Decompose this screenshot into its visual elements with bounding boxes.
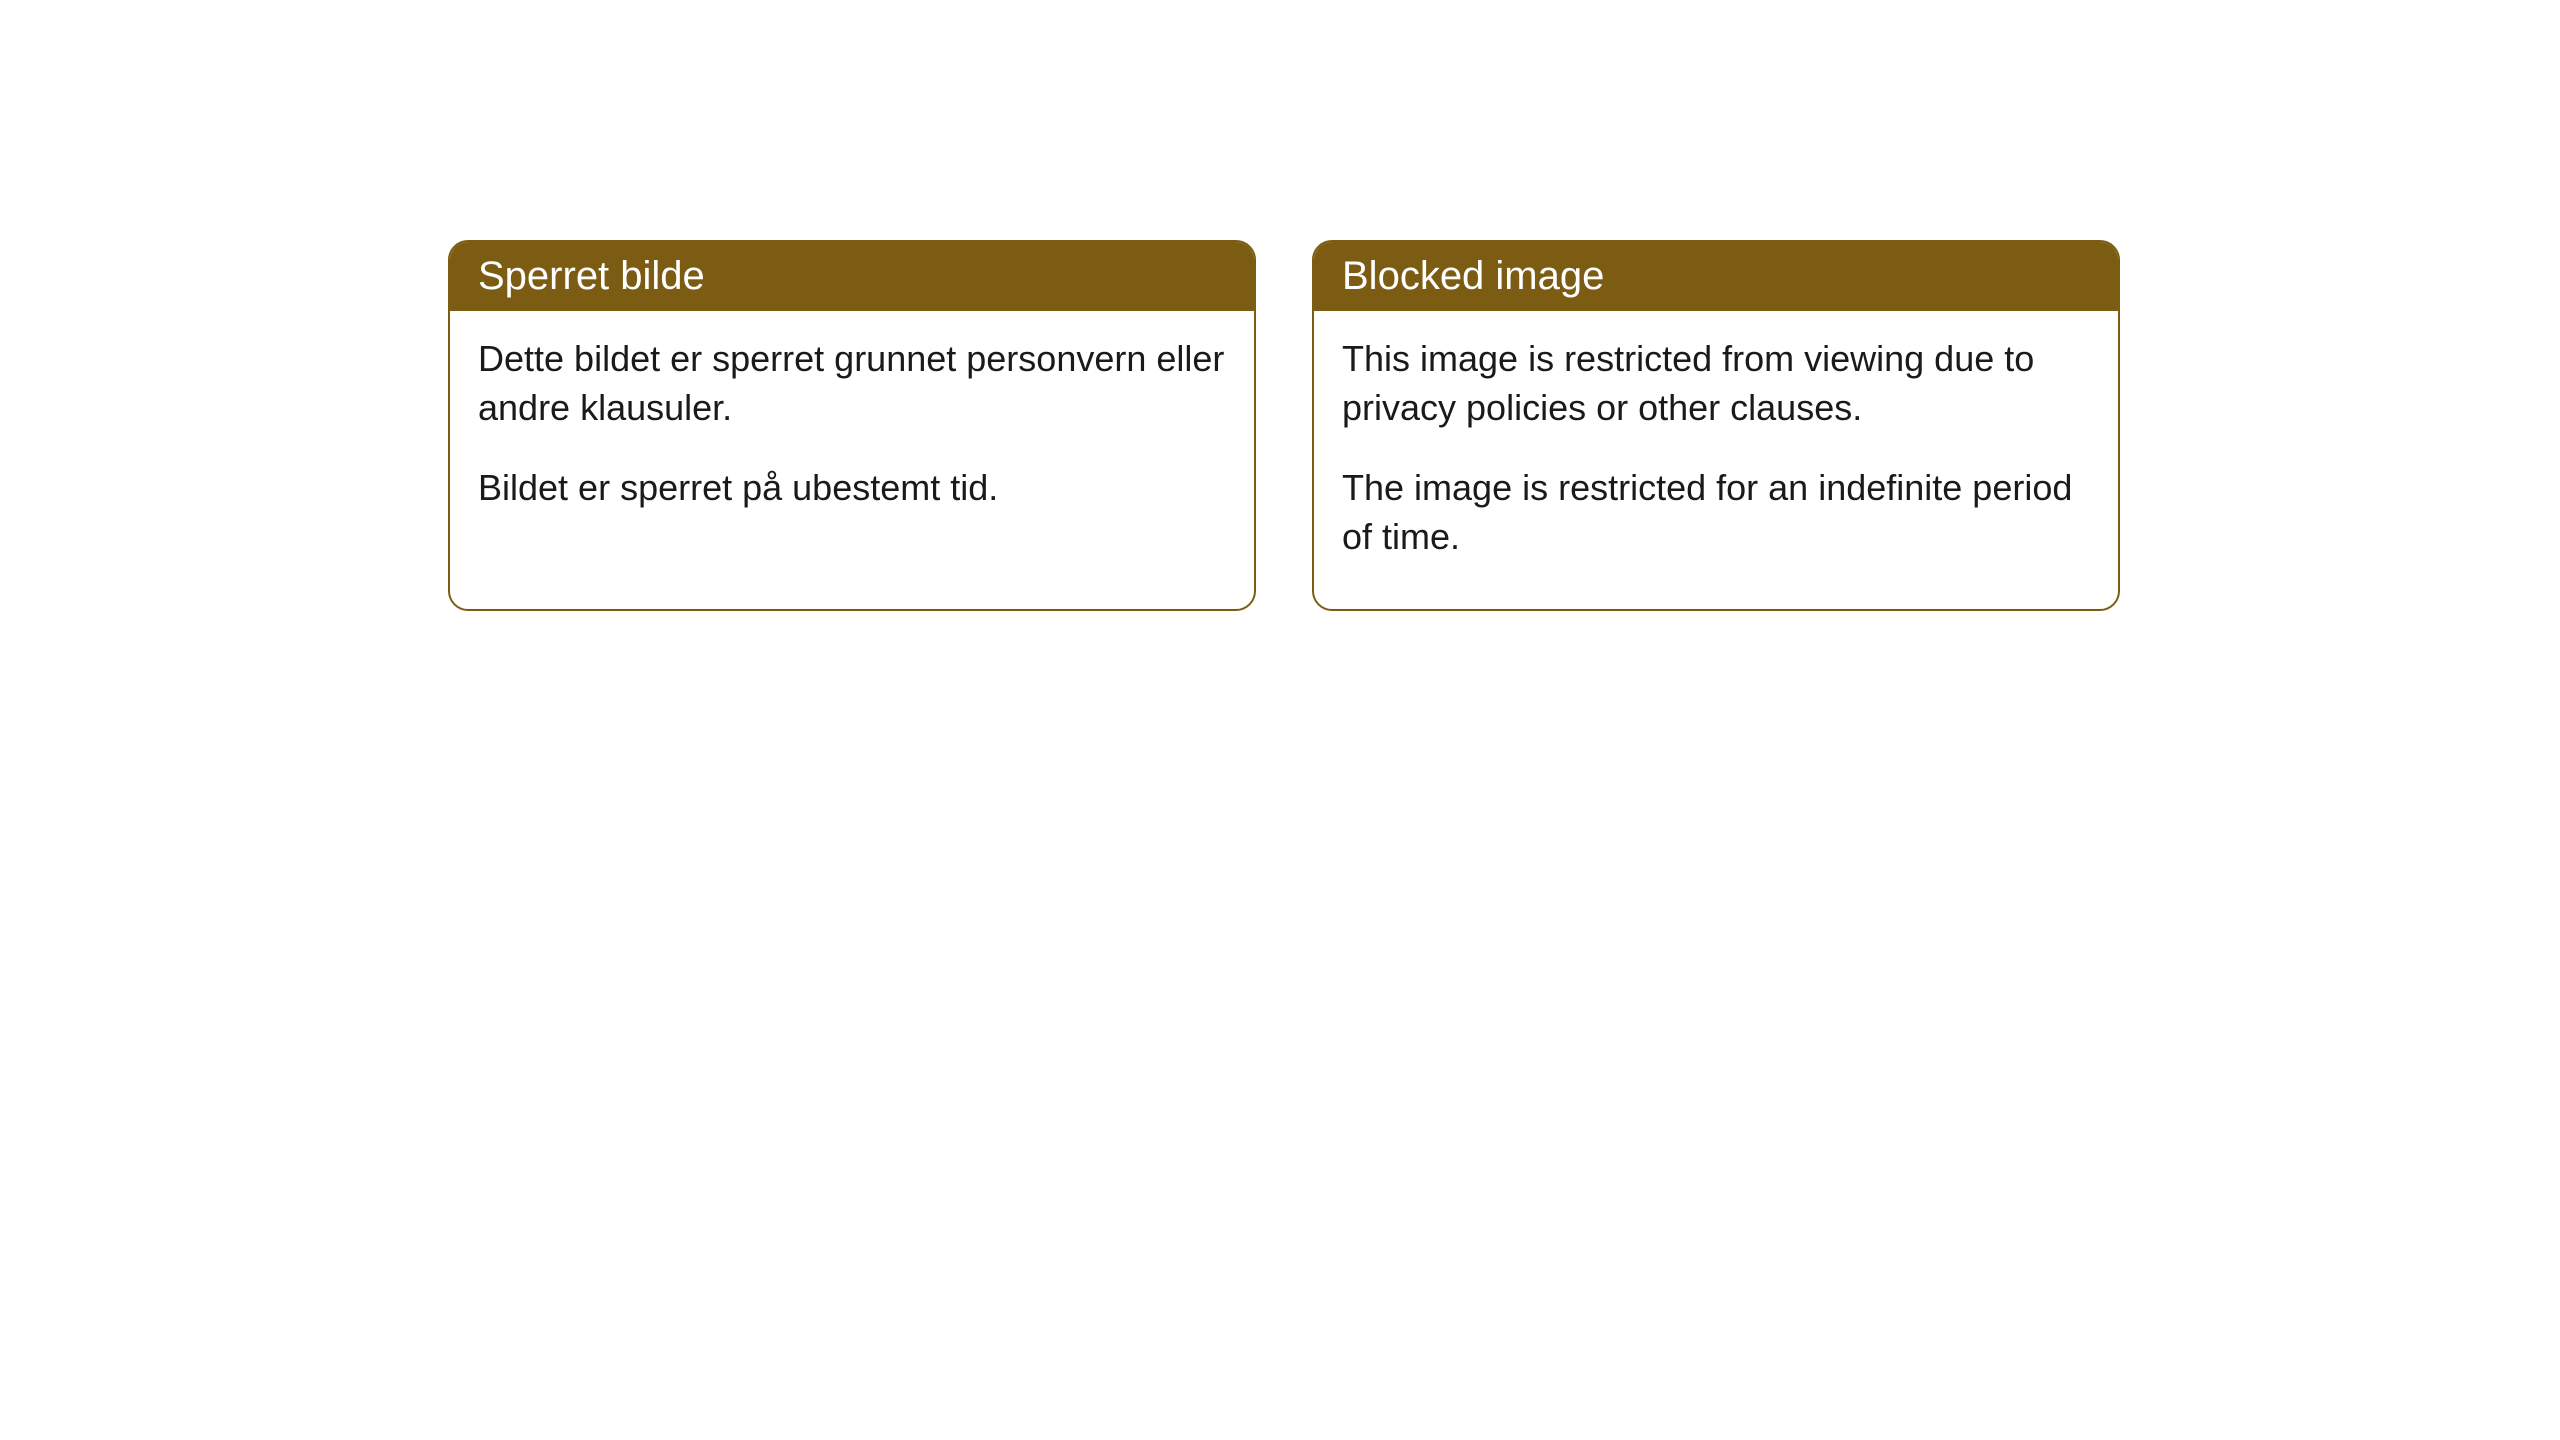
card-header-norwegian: Sperret bilde	[450, 242, 1254, 311]
notice-cards-container: Sperret bilde Dette bildet er sperret gr…	[448, 240, 2120, 611]
blocked-image-card-norwegian: Sperret bilde Dette bildet er sperret gr…	[448, 240, 1256, 611]
card-paragraph: This image is restricted from viewing du…	[1342, 335, 2090, 432]
card-paragraph: Bildet er sperret på ubestemt tid.	[478, 464, 1226, 513]
card-title: Sperret bilde	[478, 254, 705, 298]
card-body-english: This image is restricted from viewing du…	[1314, 311, 2118, 609]
card-title: Blocked image	[1342, 254, 1604, 298]
blocked-image-card-english: Blocked image This image is restricted f…	[1312, 240, 2120, 611]
card-header-english: Blocked image	[1314, 242, 2118, 311]
card-paragraph: Dette bildet er sperret grunnet personve…	[478, 335, 1226, 432]
card-body-norwegian: Dette bildet er sperret grunnet personve…	[450, 311, 1254, 561]
card-paragraph: The image is restricted for an indefinit…	[1342, 464, 2090, 561]
